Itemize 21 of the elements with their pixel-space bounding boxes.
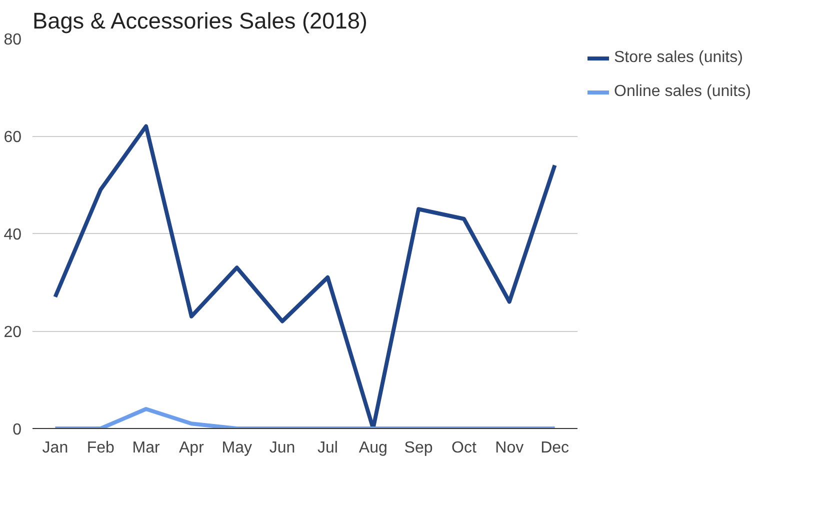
legend-label: Store sales (units) (614, 49, 743, 67)
x-tick-label: Sep (404, 440, 433, 456)
x-tick-label: May (222, 440, 252, 456)
x-tick-label: Oct (452, 440, 477, 456)
y-tick-label: 80 (4, 32, 22, 48)
x-tick-label: Feb (86, 440, 115, 456)
x-tick-label: Jul (317, 440, 338, 456)
x-tick-label: Nov (495, 440, 524, 456)
x-tick-label: Dec (540, 440, 570, 456)
x-tick-label: Aug (358, 440, 388, 456)
x-tick-label: Jun (269, 440, 296, 456)
x-tick-label: Apr (179, 440, 205, 456)
y-tick-label: 60 (4, 129, 22, 146)
y-tick-label: 20 (4, 324, 22, 341)
y-tick-label: 0 (12, 422, 22, 438)
line-series (53, 124, 557, 428)
y-tick-label: 40 (4, 226, 22, 244)
x-tick-label: Mar (132, 440, 160, 456)
chart-title: Bags & Accessories Sales (2018) (32, 8, 368, 34)
x-tick-label: Jan (42, 440, 68, 456)
legend-label: Online sales (units) (614, 83, 751, 101)
